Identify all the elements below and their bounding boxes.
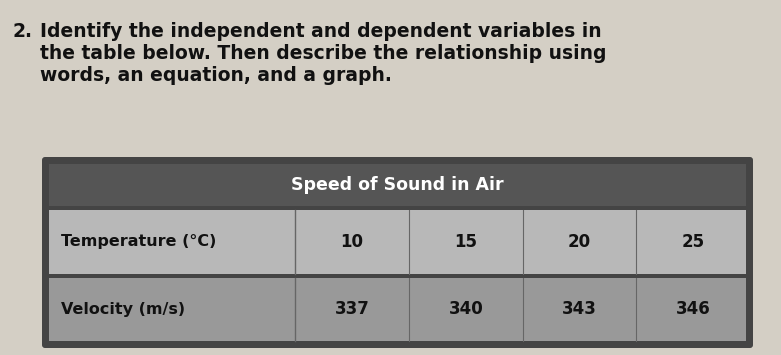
Text: Identify the independent and dependent variables in: Identify the independent and dependent v… (40, 22, 601, 41)
Text: Speed of Sound in Air: Speed of Sound in Air (291, 176, 504, 194)
Text: 20: 20 (568, 233, 591, 251)
Text: the table below. Then describe the relationship using: the table below. Then describe the relat… (40, 44, 607, 63)
Text: words, an equation, and a graph.: words, an equation, and a graph. (40, 66, 392, 85)
Text: 340: 340 (448, 300, 483, 318)
Text: 337: 337 (335, 300, 369, 318)
Text: 346: 346 (676, 300, 711, 318)
Bar (49, 210, 746, 273)
Text: Temperature (°C): Temperature (°C) (61, 234, 216, 249)
Text: Velocity (m/s): Velocity (m/s) (61, 302, 185, 317)
Text: 15: 15 (455, 233, 477, 251)
Text: 25: 25 (682, 233, 704, 251)
Bar (49, 164, 746, 206)
Text: 2.: 2. (12, 22, 32, 41)
Bar (49, 278, 746, 341)
Text: 343: 343 (562, 300, 597, 318)
Text: 10: 10 (341, 233, 364, 251)
FancyBboxPatch shape (42, 157, 753, 348)
